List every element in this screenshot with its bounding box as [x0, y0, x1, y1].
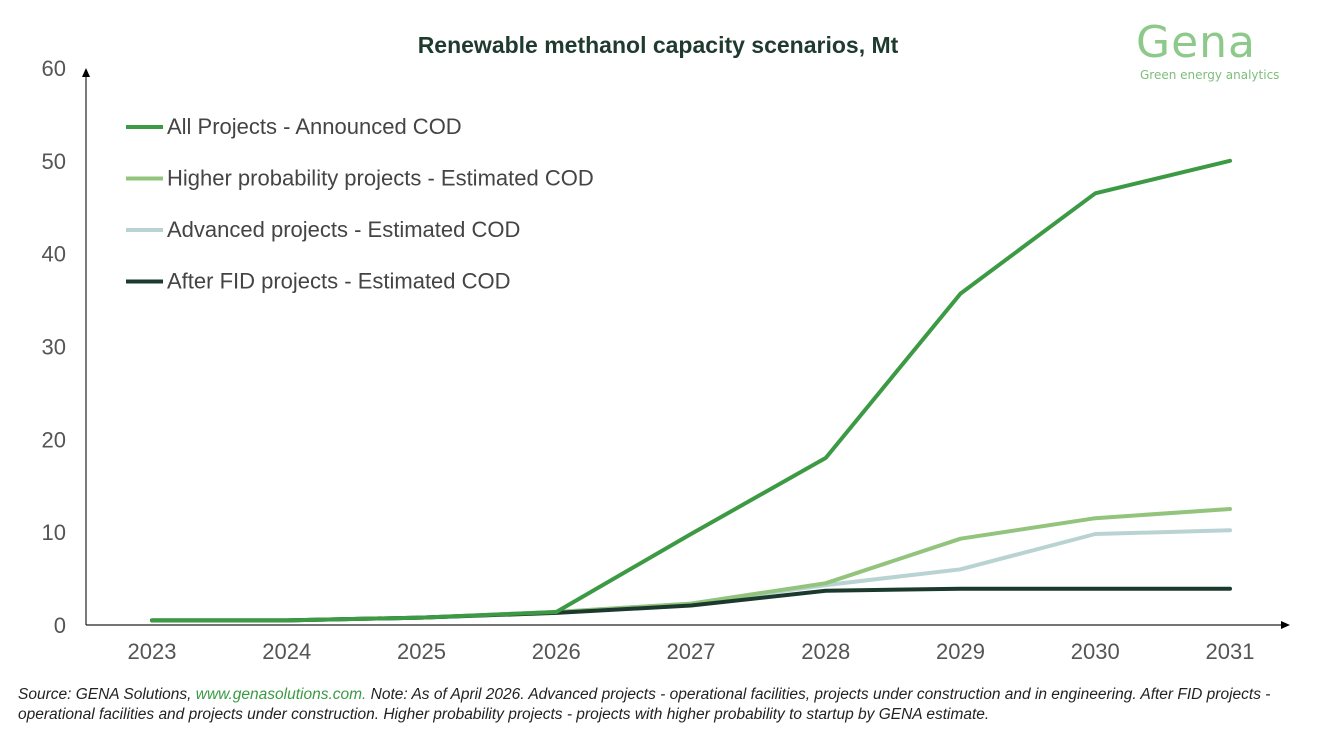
logo-name: Gena: [1136, 17, 1257, 68]
x-tick-label: 2026: [532, 639, 581, 664]
x-tick-label: 2023: [128, 639, 177, 664]
x-axis-arrow: [1281, 621, 1290, 629]
chart-series-lines: [150, 158, 1232, 623]
y-tick-label: 30: [42, 335, 66, 360]
gena-logo: Gena Green energy analytics: [1136, 17, 1280, 83]
x-tick-label: 2031: [1206, 639, 1255, 664]
x-tick-label: 2029: [936, 639, 985, 664]
series-line-1: [150, 158, 1232, 623]
footnote-note: Note: As of April 2026. Advanced project…: [18, 686, 1271, 723]
legend-label: After FID projects - Estimated COD: [167, 269, 511, 294]
y-tick-label: 0: [54, 613, 66, 638]
y-tick-label: 20: [42, 427, 66, 452]
legend-label: Higher probability projects - Estimated …: [167, 166, 594, 191]
x-tick-label: 2025: [397, 639, 446, 664]
chart-title: Renewable methanol capacity scenarios, M…: [417, 32, 899, 58]
legend-label: Advanced projects - Estimated COD: [167, 217, 520, 242]
y-tick-label: 50: [42, 149, 66, 174]
logo-tagline: Green energy analytics: [1140, 68, 1280, 82]
source-footnote: Source: GENA Solutions, www.genasolution…: [18, 685, 1318, 725]
y-tick-label: 10: [42, 520, 66, 545]
y-tick-label: 40: [42, 242, 66, 267]
x-tick-label: 2030: [1071, 639, 1120, 664]
series-line-4: [150, 586, 1232, 623]
chart-legend: All Projects - Announced COD Higher proba…: [126, 114, 594, 294]
x-tick-label: 2028: [801, 639, 850, 664]
x-tick-label: 2027: [667, 639, 716, 664]
y-axis-arrow: [82, 68, 90, 77]
footnote-prefix: Source: GENA Solutions,: [18, 686, 196, 703]
legend-label: All Projects - Announced COD: [167, 114, 462, 139]
source-link[interactable]: www.genasolutions.com.: [195, 686, 367, 703]
chart-axes: [82, 68, 1290, 629]
y-tick-label: 60: [42, 56, 66, 81]
x-tick-label: 2024: [262, 639, 311, 664]
